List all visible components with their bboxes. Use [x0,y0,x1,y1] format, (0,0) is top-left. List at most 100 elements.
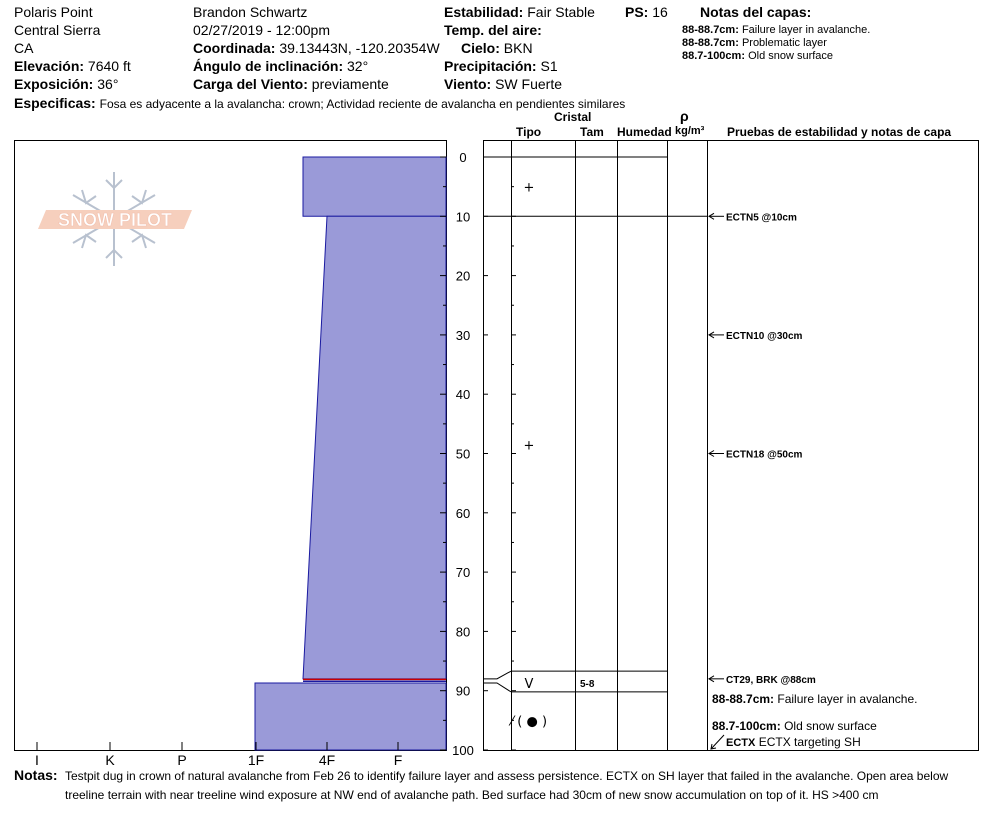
wind-label: Viento: [444,76,492,92]
mountain-range: Central Sierra [14,22,101,38]
depth-tick-label: 60 [456,506,470,521]
test-arrow-icon [708,331,715,339]
layer-note-3: 88.7-100cm: Old snow surface [682,50,833,63]
stability-test-label: ECTN5 @10cm [726,212,797,223]
specifics-label: Especificas: [14,95,96,111]
annotation-text: Failure layer in avalanche. [777,692,918,706]
notes-label: Notas: [14,767,58,783]
layer-note-text: Failure layer in avalanche. [741,24,871,36]
depth-tick-label: 70 [456,565,470,580]
stability-test-label: ECTN10 @30cm [726,331,803,342]
layer-note-range: 88.7-100cm: [682,50,745,62]
hardness-tick-label: K [105,752,115,768]
stability-row: Estabilidad: Fair Stable [444,4,595,20]
depth-tick-label: 90 [456,684,470,699]
sky-label: Cielo: [461,40,500,56]
depth-tick-label: 10 [456,209,470,224]
grain-type-symbol: + [524,439,535,454]
layer-note-1: 88-88.7cm: Failure layer in avalanche. [682,24,870,37]
elevation-value: 7640 ft [87,58,131,74]
specifics-row: Especificas: Fosa es adyacente a la aval… [14,95,625,111]
observer-name: Brandon Schwartz [193,4,308,20]
precip-row: Precipitación: S1 [444,58,558,74]
layer-notes-title: Notas del capas: [700,4,812,20]
annotation-range: 88-88.7cm: [712,692,775,706]
depth-tick-label: 40 [456,387,470,402]
wind-load-value: previamente [311,76,389,92]
annotation-range: 88.7-100cm: [712,719,781,733]
type-header: Tipo [516,125,542,139]
layer-table-panel [483,140,979,751]
snow-layer-bar [302,215,447,680]
depth-tick-label: 80 [456,624,470,639]
grain-size-label: 5-8 [580,679,595,690]
hardness-tick-label: F [394,752,403,768]
aspect-label: Exposición: [14,76,94,92]
elevation-row: Elevación: 7640 ft [14,58,131,74]
coordinate-label: Coordinada: [193,40,276,56]
slope-value: 32° [347,58,369,74]
sky-row: Cielo: BKN [461,40,533,56]
wind-load-label: Carga del Viento: [193,76,308,92]
annotation-range: ECTX [726,737,756,749]
depth-tick-label: 50 [456,447,470,462]
depth-tick-label: 0 [459,150,466,165]
rho-header: ρ [680,108,689,124]
grain-type-symbol: + [524,181,535,196]
observation-datetime: 02/27/2019 - 12:00pm [193,22,330,38]
layer-note-2: 88-88.7cm: Problematic layer [682,37,827,50]
layer-annotation-2: 88.7-100cm: Old snow surface [712,720,877,733]
layer-connector [483,670,512,680]
hardness-tick-label: 1F [248,752,264,768]
layer-annotation-1: 88-88.7cm: Failure layer in avalanche. [712,693,917,706]
layer-note-range: 88-88.7cm: [682,24,739,36]
humidity-header: Humedad [617,125,672,139]
layer-note-text: Old snow surface [748,50,834,62]
sky-value: BKN [503,40,533,56]
hardness-tick-label: I [35,752,39,768]
ps-value: 16 [652,4,668,20]
specifics-value: Fosa es adyacente a la avalancha: crown;… [99,97,626,111]
wind-value: SW Fuerte [495,76,562,92]
depth-tick-label: 100 [452,743,474,758]
aspect-row: Exposición: 36° [14,76,118,92]
slope-label: Ángulo de inclinación: [193,58,344,74]
stability-label: Estabilidad: [444,4,524,20]
depth-tick-label: 20 [456,269,470,284]
wind-row: Viento: SW Fuerte [444,76,562,92]
layer-connector [483,682,512,693]
test-arrow-icon [708,675,715,683]
hardness-tick-label: P [177,752,186,768]
stability-test-label: ECTN18 @50cm [726,450,803,461]
wind-load-row: Carga del Viento: previamente [193,76,389,92]
precip-label: Precipitación: [444,58,537,74]
annotation-text: ECTX targeting SH [758,735,861,749]
snow-pilot-logo: SNOW PILOT [38,172,192,266]
test-arrow-icon [708,212,715,220]
location-name: Polaris Point [14,4,93,20]
coordinate-row: Coordinada: 39.13443N, -120.20354W [193,40,440,56]
ps-label: PS: [625,4,649,20]
snow-layer-bar [254,682,447,751]
stability-test-label: CT29, BRK @88cm [726,675,816,686]
layer-annotation-3: ECTX ECTX targeting SH [726,736,861,750]
logo-text: SNOW PILOT [58,210,172,230]
notes-line-2: treeline terrain with near treeline wind… [65,788,879,802]
annotation-text: Old snow surface [784,719,877,733]
ps-row: PS: 16 [625,4,668,20]
state: CA [14,40,34,56]
notes-line-1: Testpit dug in crown of natural avalanch… [65,769,949,783]
test-arrow-icon [710,743,717,750]
snow-layer-bar [302,156,447,217]
layer-note-text: Problematic layer [741,37,827,49]
aspect-value: 36° [97,76,119,92]
size-header: Tam [580,125,604,139]
slope-row: Ángulo de inclinación: 32° [193,58,368,74]
precip-value: S1 [540,58,558,74]
grain-type-symbol: ⁄ ( ● ) [508,714,547,729]
crystal-header: Cristal [554,110,592,124]
air-temp-label: Temp. del aire: [444,22,542,38]
density-unit-header: kg/m³ [675,125,705,137]
grain-type-symbol: V [525,677,534,692]
